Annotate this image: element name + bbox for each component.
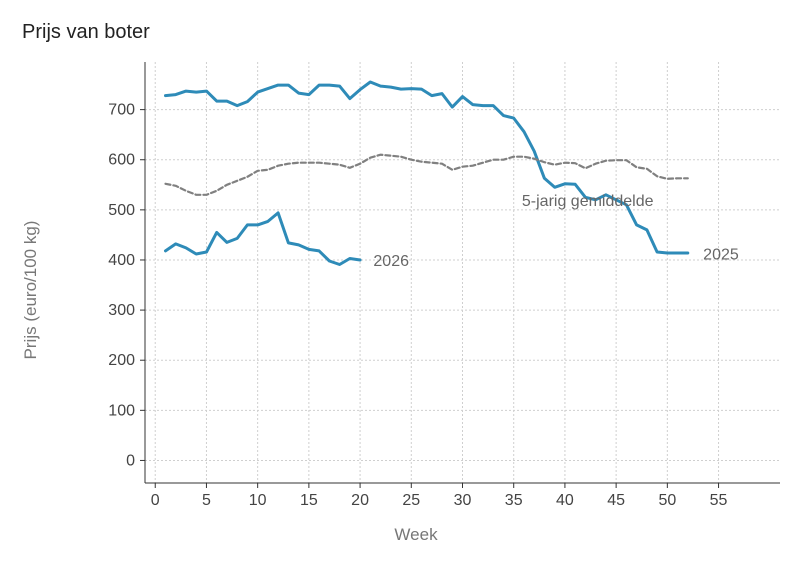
y-tick-label: 0: [126, 452, 135, 469]
y-tick-label: 100: [108, 402, 135, 419]
y-tick-label: 300: [108, 302, 135, 319]
x-tick-label: 55: [710, 492, 728, 509]
x-tick-label: 45: [607, 492, 625, 509]
series-labels: 2026 5-jarig gemiddelde 2025: [373, 193, 738, 270]
y-ticks: 0 100 200 300 400 500 600 700: [108, 102, 145, 469]
x-tick-label: 40: [556, 492, 574, 509]
series-line-5-jarig-gemiddelde: [164, 153, 689, 196]
y-tick-label: 700: [108, 102, 135, 119]
series: [164, 80, 690, 266]
x-axis-label: Week: [394, 525, 438, 544]
x-tick-label: 30: [454, 492, 472, 509]
x-tick-label: 0: [151, 492, 160, 509]
series-line-2025: [164, 80, 690, 255]
x-tick-label: 20: [351, 492, 369, 509]
y-axis-label: Prijs (euro/100 kg): [21, 221, 40, 360]
y-tick-label: 400: [108, 252, 135, 269]
series-line-2026: [164, 211, 362, 266]
x-tick-label: 50: [658, 492, 676, 509]
series-label: 2026: [373, 253, 409, 270]
series-label: 5-jarig gemiddelde: [522, 193, 654, 210]
x-ticks: 0 5 10 15 20 25 30 35 40 45 50 55: [151, 483, 728, 509]
grid: [145, 62, 780, 483]
y-tick-label: 600: [108, 152, 135, 169]
x-tick-label: 15: [300, 492, 318, 509]
y-tick-label: 200: [108, 352, 135, 369]
x-tick-label: 5: [202, 492, 211, 509]
x-tick-label: 25: [402, 492, 420, 509]
x-tick-label: 10: [249, 492, 267, 509]
chart-title: Prijs van boter: [22, 21, 150, 43]
series-label: 2025: [703, 246, 739, 263]
y-tick-label: 500: [108, 202, 135, 219]
x-tick-label: 35: [505, 492, 523, 509]
